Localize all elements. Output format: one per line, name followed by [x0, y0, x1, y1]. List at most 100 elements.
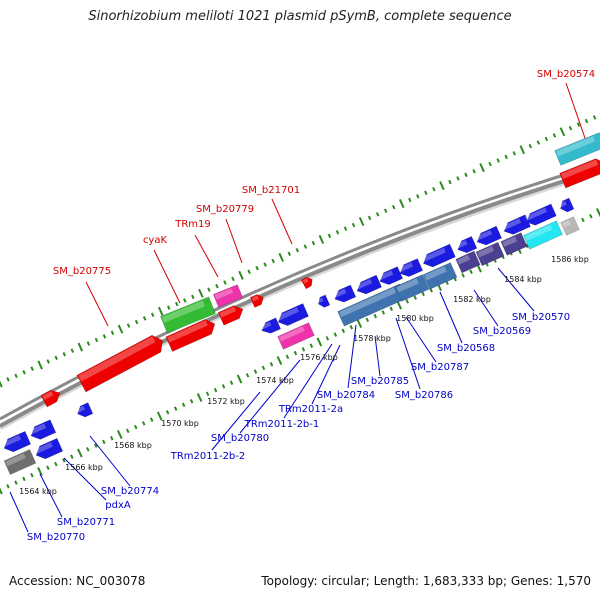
tick-mark [189, 398, 194, 404]
label-sm-b20775: SM_b20775 [53, 266, 111, 277]
tick-mark [6, 484, 10, 489]
tick-mark [356, 319, 363, 329]
tick-mark [325, 336, 330, 341]
label-sm-b20570: SM_b20570 [512, 312, 570, 323]
feature-blue-3 [355, 274, 383, 295]
tick-mark [215, 283, 219, 289]
tick-mark [287, 251, 291, 257]
tick-mark [14, 480, 18, 485]
tick-mark [367, 215, 372, 221]
tick-mark [167, 305, 171, 310]
scale-label-1564-kbp: 1564 kbp [19, 487, 57, 496]
tick-mark [213, 387, 218, 393]
tick-mark [496, 158, 500, 163]
tick-mark [77, 342, 84, 352]
tick-mark [278, 252, 284, 262]
tick-mark [343, 226, 348, 231]
gene-features [2, 132, 600, 475]
tick-mark [231, 276, 235, 282]
tick-mark [223, 280, 227, 285]
label-cyak: cyaK [143, 235, 168, 246]
leader-sm-b20771 [39, 473, 63, 518]
label-sm-b20771: SM_b20771 [57, 517, 115, 528]
tick-mark [589, 214, 593, 219]
tick-mark [207, 287, 211, 292]
feature-red-forward-end [559, 158, 600, 189]
tick-mark [221, 384, 226, 389]
label-sm-b20568: SM_b20568 [437, 343, 495, 354]
label-sm-b20787: SM_b20787 [411, 362, 469, 373]
tick-mark [448, 179, 452, 185]
label-sm-b20784: SM_b20784 [317, 390, 375, 401]
tick-mark [102, 439, 106, 445]
leader-cyak [153, 249, 181, 304]
tick-mark [469, 269, 473, 274]
tick-mark [552, 133, 557, 138]
tick-mark [432, 186, 436, 192]
feature-gray-end [560, 216, 580, 236]
tick-mark [156, 411, 163, 421]
tick-mark [181, 402, 186, 408]
leader-sm-b20574 [565, 82, 587, 142]
tick-mark [311, 240, 316, 246]
feature-blue-9 [559, 197, 575, 213]
tick-mark [295, 247, 300, 253]
label-sm-b20785: SM_b20785 [351, 376, 409, 387]
scale-label-1570-kbp: 1570 kbp [161, 419, 199, 428]
tick-mark [77, 448, 83, 458]
tick-mark [30, 472, 34, 478]
tick-mark [504, 154, 508, 160]
tick-mark [62, 458, 66, 463]
leader-sm-b20779 [225, 218, 243, 264]
tick-mark [238, 270, 244, 280]
scale-label-1566-kbp: 1566 kbp [65, 463, 103, 472]
leader-sm-b20775 [85, 281, 109, 327]
tick-mark [46, 465, 50, 471]
feature-sm-b20780 [260, 317, 282, 334]
tick-mark [157, 306, 164, 316]
tick-mark [46, 359, 50, 364]
feature-sm-b20774 [76, 402, 94, 418]
tick-mark [333, 332, 338, 337]
tick-mark [94, 443, 98, 448]
tick-mark [141, 421, 146, 426]
tick-mark [22, 476, 26, 482]
tick-mark [309, 343, 314, 348]
tick-mark [358, 216, 365, 227]
feature-steel-2 [394, 274, 430, 302]
feature-sm-b20570 [523, 220, 563, 250]
tick-mark [581, 217, 585, 223]
tick-mark [293, 350, 298, 356]
scale-label-1574-kbp: 1574 kbp [256, 376, 294, 385]
tick-mark [70, 454, 74, 459]
leader-sm-b20568 [439, 291, 463, 344]
tick-mark [54, 461, 58, 467]
feature-blue-4 [398, 258, 424, 277]
tick-mark [375, 212, 380, 217]
scale-labels: 1564 kbp 1566 kbp 1568 kbp 1570 kbp 1572 kbp… [19, 255, 589, 496]
tick-mark [198, 288, 204, 298]
feature-trm19 [212, 284, 244, 308]
tick-mark [335, 230, 340, 235]
label-trm2011-2b-2: TRm2011-2b-2 [170, 451, 246, 462]
label-sm-b20786: SM_b20786 [395, 390, 453, 401]
genome-stats-text: Topology: circular; Length: 1,683,333 bp… [261, 574, 591, 588]
label-trm2011-2b-1: TRm2011-2b-1 [244, 419, 320, 430]
feature-trm2011 [277, 322, 315, 350]
leader-trm19 [194, 234, 219, 278]
map-title: Sinorhizobium meliloti 1021 plasmid pSym… [88, 9, 512, 24]
tick-mark [456, 176, 460, 181]
tick-mark [389, 306, 393, 311]
tick-mark [116, 430, 123, 440]
tick-mark [544, 136, 549, 142]
tick-mark [22, 369, 26, 375]
tick-mark [365, 317, 370, 323]
tick-mark [488, 161, 492, 167]
tick-mark [205, 391, 210, 397]
tick-mark [149, 417, 154, 422]
tick-mark [133, 424, 138, 430]
tick-mark [110, 435, 114, 441]
tick-mark [424, 190, 428, 196]
feature-sm-b20784 [333, 284, 357, 303]
